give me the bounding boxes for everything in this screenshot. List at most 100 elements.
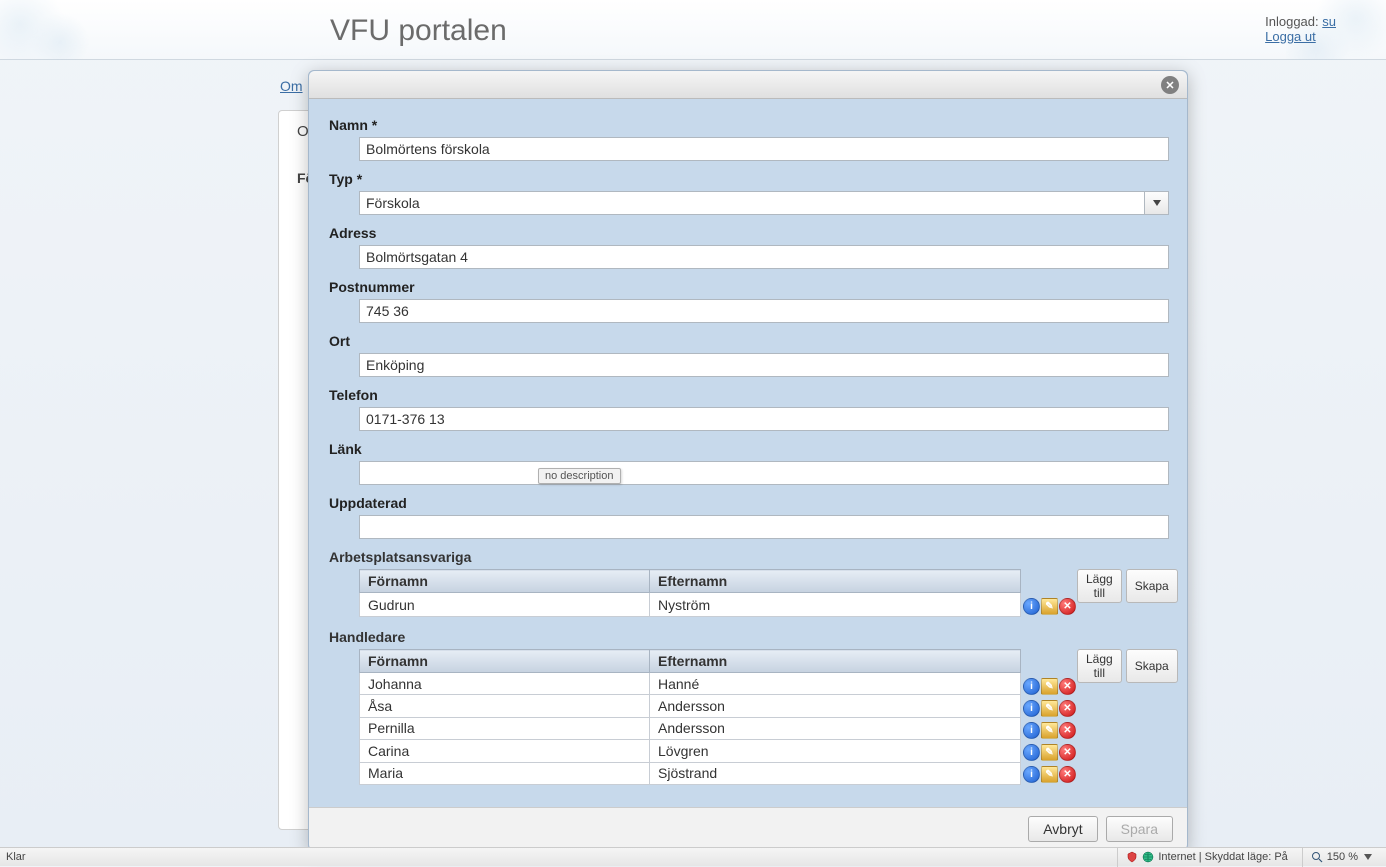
cell-firstname: Johanna [360,673,650,695]
type-label: Typ * [329,171,1167,187]
save-button[interactable]: Spara [1106,816,1173,842]
handlers-section: Handledare Förnamn Efternamn JohannaHann… [329,629,1167,785]
delete-icon[interactable]: ✕ [1059,744,1076,761]
dialog-titlebar: ✕ [309,71,1187,99]
delete-icon[interactable]: ✕ [1059,678,1076,695]
logged-in-label: Inloggad: [1265,14,1319,29]
delete-icon[interactable]: ✕ [1059,722,1076,739]
globe-icon [1142,851,1154,863]
app-title: VFU portalen [330,14,507,48]
postal-label: Postnummer [329,279,1167,295]
cell-lastname: Andersson [650,717,1021,739]
app-header: VFU portalen Inloggad: su Logga ut [0,0,1386,60]
close-icon[interactable]: ✕ [1161,76,1179,94]
name-input[interactable] [359,137,1169,161]
edit-icon[interactable]: ✎ [1041,722,1058,739]
row-actions: i✎✕ [1021,675,1077,697]
info-icon[interactable]: i [1023,722,1040,739]
supervisors-add-button[interactable]: Lägg till [1077,569,1122,603]
updated-label: Uppdaterad [329,495,1167,511]
status-zoom[interactable]: 150 % [1302,848,1380,867]
header-decor-left [0,0,100,60]
table-row: GudrunNyström [360,593,1021,617]
shield-icon [1126,851,1138,863]
table-row: MariaSjöstrand [360,762,1021,784]
type-select[interactable]: Förskola [359,191,1169,215]
updated-input[interactable] [359,515,1169,539]
cell-firstname: Pernilla [360,717,650,739]
type-select-value: Förskola [359,191,1145,215]
info-icon[interactable]: i [1023,744,1040,761]
tooltip: no description [538,468,621,484]
table-row: ÅsaAndersson [360,695,1021,717]
handlers-table: Förnamn Efternamn JohannaHannéÅsaAnderss… [359,649,1021,785]
delete-icon[interactable]: ✕ [1059,766,1076,783]
edit-icon[interactable]: ✎ [1041,700,1058,717]
chevron-down-icon[interactable] [1145,191,1169,215]
info-icon[interactable]: i [1023,766,1040,783]
link-input[interactable] [359,461,1169,485]
edit-icon[interactable]: ✎ [1041,744,1058,761]
supervisors-table: Förnamn Efternamn GudrunNyström [359,569,1021,617]
supervisors-row-actions: i✎✕ [1021,595,1077,617]
edit-icon[interactable]: ✎ [1041,766,1058,783]
username-link[interactable]: su [1322,14,1336,29]
address-input[interactable] [359,245,1169,269]
status-left: Klar [6,851,1117,863]
status-security: Internet | Skyddat läge: På [1117,848,1295,867]
col-lastname: Efternamn [650,650,1021,673]
cell-firstname: Åsa [360,695,650,717]
row-actions: i✎✕ [1021,697,1077,719]
handlers-create-button[interactable]: Skapa [1126,649,1178,683]
row-actions: i✎✕ [1021,719,1077,741]
delete-icon[interactable]: ✕ [1059,700,1076,717]
cell-firstname: Carina [360,740,650,762]
cell-lastname: Sjöstrand [650,762,1021,784]
city-label: Ort [329,333,1167,349]
phone-label: Telefon [329,387,1167,403]
col-firstname: Förnamn [360,650,650,673]
status-bar: Klar Internet | Skyddat läge: På 150 % [0,847,1386,866]
address-label: Adress [329,225,1167,241]
dialog-footer: Avbryt Spara [309,807,1187,850]
info-icon[interactable]: i [1023,700,1040,717]
cancel-button[interactable]: Avbryt [1028,816,1097,842]
col-firstname: Förnamn [360,570,650,593]
status-security-text: Internet | Skyddat läge: På [1158,851,1287,863]
row-actions: i✎✕ [1021,595,1077,617]
cell-firstname: Gudrun [360,593,650,617]
logout-link[interactable]: Logga ut [1265,29,1316,44]
phone-input[interactable] [359,407,1169,431]
table-row: PernillaAndersson [360,717,1021,739]
link-label: Länk [329,441,1167,457]
edit-icon[interactable]: ✎ [1041,678,1058,695]
edit-dialog: ✕ Namn * Typ * Förskola Adress Postnumme… [308,70,1188,851]
bg-tab[interactable]: Om [280,78,303,94]
supervisors-section: Arbetsplatsansvariga Förnamn Efternamn G… [329,549,1167,617]
chevron-down-icon[interactable] [1364,851,1372,863]
delete-icon[interactable]: ✕ [1059,598,1076,615]
zoom-icon [1311,851,1323,863]
col-lastname: Efternamn [650,570,1021,593]
cell-lastname: Andersson [650,695,1021,717]
cell-lastname: Lövgren [650,740,1021,762]
info-icon[interactable]: i [1023,678,1040,695]
edit-icon[interactable]: ✎ [1041,598,1058,615]
row-actions: i✎✕ [1021,763,1077,785]
table-row: JohannaHanné [360,673,1021,695]
cell-lastname: Hanné [650,673,1021,695]
supervisors-title: Arbetsplatsansvariga [329,549,1167,565]
cell-lastname: Nyström [650,593,1021,617]
user-block: Inloggad: su Logga ut [1265,14,1336,44]
postal-input[interactable] [359,299,1169,323]
dialog-body: Namn * Typ * Förskola Adress Postnummer … [309,99,1187,807]
row-actions: i✎✕ [1021,741,1077,763]
info-icon[interactable]: i [1023,598,1040,615]
table-row: CarinaLövgren [360,740,1021,762]
supervisors-create-button[interactable]: Skapa [1126,569,1178,603]
city-input[interactable] [359,353,1169,377]
handlers-add-button[interactable]: Lägg till [1077,649,1122,683]
status-zoom-text: 150 % [1327,851,1358,863]
handlers-title: Handledare [329,629,1167,645]
name-label: Namn * [329,117,1167,133]
